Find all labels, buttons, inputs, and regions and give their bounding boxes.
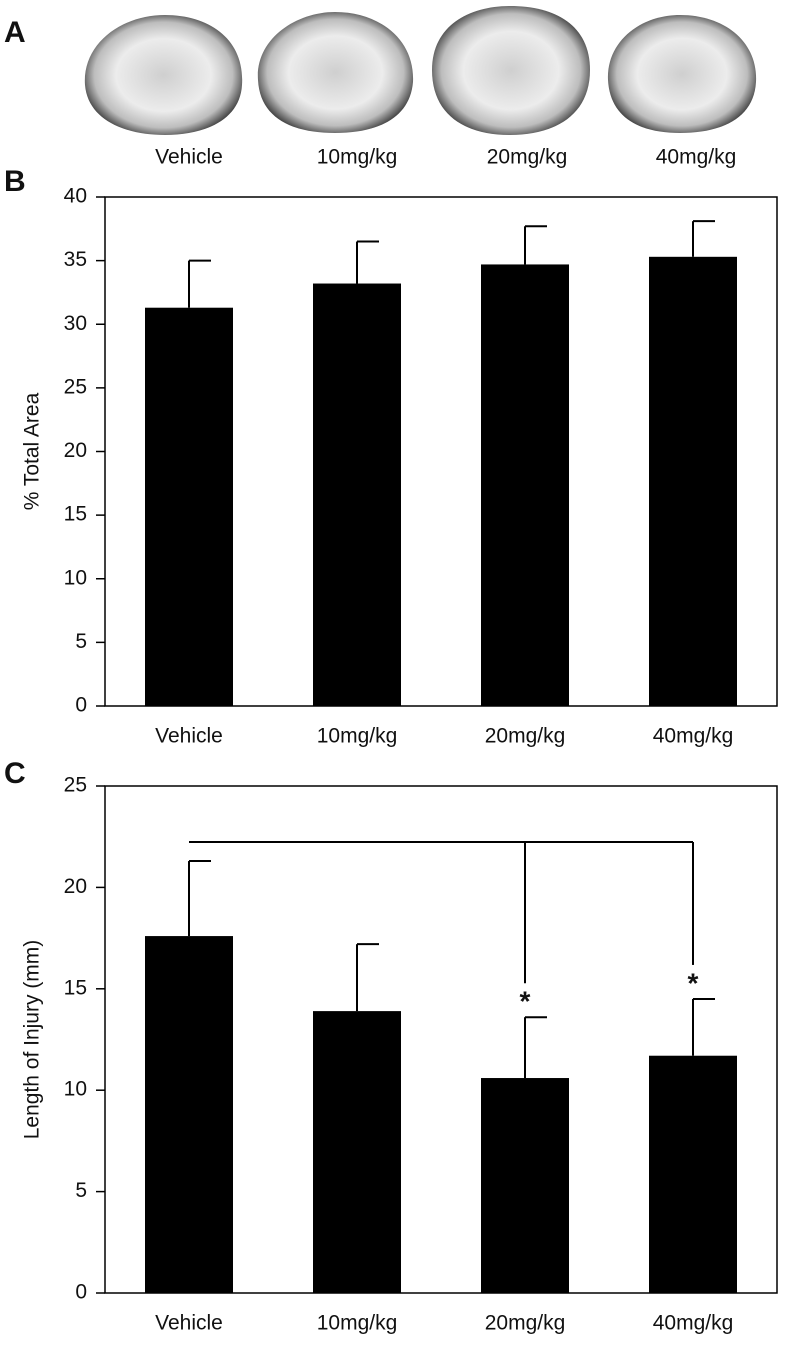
y-tick-label: 25 [64,774,87,797]
y-tick-label: 0 [75,694,87,717]
image-caption: 10mg/kg [317,146,398,169]
panel-label: A [4,16,26,49]
plot-frame [104,785,778,1294]
x-tick-label: 20mg/kg [485,725,566,748]
bar [649,1055,737,1293]
x-tick-label: Vehicle [155,725,223,748]
y-tick-label: 25 [64,375,87,398]
x-tick-label: 40mg/kg [653,725,734,748]
image-caption: 20mg/kg [487,146,568,169]
tissue-image [607,15,757,133]
bar [313,1011,401,1293]
y-tick-label: 35 [64,248,87,271]
bar [649,256,737,706]
image-caption: 40mg/kg [656,146,737,169]
panel-label: B [4,165,26,198]
bar [481,264,569,706]
y-axis-title: % Total Area [21,392,44,510]
bar [145,307,233,706]
y-tick-label: 40 [64,185,87,208]
y-tick-label: 0 [75,1281,87,1304]
panel-label: C [4,757,26,790]
bar [313,283,401,706]
y-tick-label: 15 [64,503,87,526]
significance-marker: * [520,986,531,1017]
y-tick-label: 5 [75,1179,87,1202]
x-tick-label: Vehicle [155,1312,223,1335]
significance-marker: * [688,967,699,998]
tissue-image [257,12,414,133]
y-tick-label: 30 [64,312,87,335]
tissue-images [84,6,757,135]
y-tick-label: 20 [64,439,87,462]
x-tick-label: 40mg/kg [653,1312,734,1335]
y-tick-label: 5 [75,630,87,653]
y-tick-label: 15 [64,976,87,999]
bar [481,1078,569,1293]
x-tick-label: 10mg/kg [317,725,398,748]
tissue-image [84,15,243,135]
image-caption: Vehicle [155,146,223,169]
x-tick-label: 20mg/kg [485,1312,566,1335]
y-tick-label: 10 [64,1078,87,1101]
y-axis-title: Length of Injury (mm) [21,940,44,1140]
tissue-image [432,6,590,135]
x-tick-label: 10mg/kg [317,1312,398,1335]
y-tick-label: 20 [64,875,87,898]
y-tick-label: 10 [64,566,87,589]
bar [145,936,233,1293]
